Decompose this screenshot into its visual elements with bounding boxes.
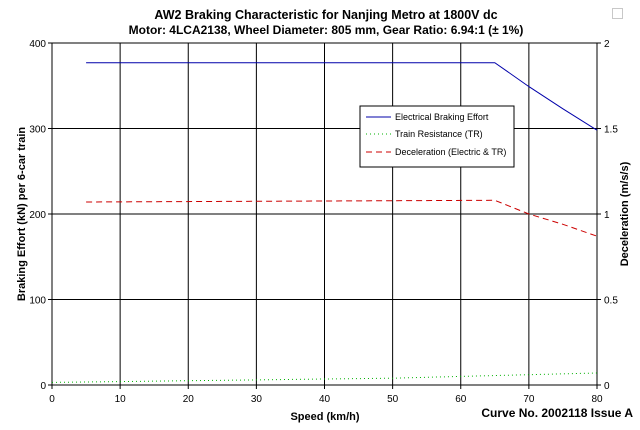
y2-tick-label: 2 [604,39,610,50]
x-tick-label: 80 [591,394,603,405]
series-line-train-resistance [51,372,598,383]
grid [52,43,597,385]
legend-label-deceleration: Deceleration (Electric & TR) [395,147,506,157]
x-tick-label: 0 [49,394,55,405]
x-tick-label: 70 [523,394,535,405]
x-tick-label: 30 [251,394,263,405]
y2-tick-label: 1.5 [604,125,618,136]
y-tick-label: 400 [29,39,46,50]
chart-subtitle: Motor: 4LCA2138, Wheel Diameter: 805 mm,… [129,23,524,37]
y-axis-label: Braking Effort (kN) per 6-car train [16,127,28,301]
corner-marker [612,8,623,19]
x-tick-label: 20 [183,394,195,405]
legend-label-braking: Electrical Braking Effort [395,112,489,122]
y2-axis-label: Deceleration (m/s/s) [619,161,631,266]
x-axis-label: Speed (km/h) [290,411,359,423]
x-tick-label: 50 [387,394,399,405]
legend: Electrical Braking Effort Train Resistan… [359,105,515,168]
x-tick-label: 10 [115,394,127,405]
x-tick-label: 40 [319,394,331,405]
y-tick-label: 100 [29,296,46,307]
legend-box [359,105,515,168]
y2-tick-label: 0.5 [604,296,618,307]
series-line-deceleration [86,199,598,237]
legend-label-resistance: Train Resistance (TR) [395,129,483,139]
x-tick-label: 60 [455,394,467,405]
y2-tick-label: 1 [604,210,610,221]
y2-tick-label: 0 [604,381,610,392]
chart-title: AW2 Braking Characteristic for Nanjing M… [154,8,497,22]
y-tick-label: 200 [29,210,46,221]
y-tick-label: 0 [40,381,46,392]
curve-number: Curve No. 2002118 Issue A [481,406,633,420]
series-group [51,62,598,383]
series-line-braking-effort [86,62,598,131]
y-tick-label: 300 [29,125,46,136]
